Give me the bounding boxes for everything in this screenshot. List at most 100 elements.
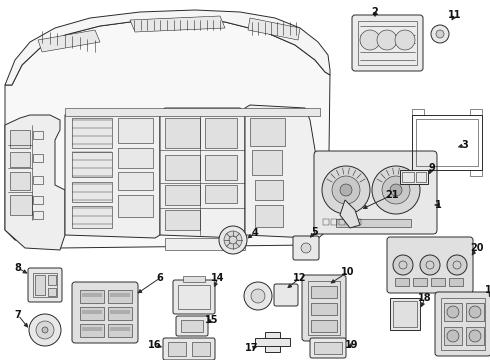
Circle shape: [420, 255, 440, 275]
Text: 16: 16: [148, 340, 162, 350]
Bar: [252, 150, 282, 175]
Text: 5: 5: [312, 227, 318, 237]
Bar: [33, 211, 43, 219]
FancyBboxPatch shape: [352, 15, 423, 71]
Bar: [80, 307, 104, 320]
Polygon shape: [5, 18, 330, 248]
Circle shape: [29, 314, 61, 346]
Bar: [10, 152, 30, 167]
Bar: [441, 298, 485, 350]
Bar: [10, 130, 30, 148]
Bar: [205, 185, 237, 203]
Bar: [444, 327, 462, 345]
Bar: [390, 298, 420, 330]
Bar: [311, 320, 337, 332]
Bar: [255, 338, 290, 346]
Bar: [72, 152, 112, 177]
Bar: [108, 324, 132, 337]
Circle shape: [224, 231, 242, 249]
Bar: [250, 118, 285, 146]
FancyBboxPatch shape: [302, 275, 346, 341]
FancyBboxPatch shape: [314, 151, 437, 234]
Bar: [311, 286, 337, 298]
Polygon shape: [245, 105, 320, 238]
Text: 10: 10: [341, 267, 355, 277]
FancyBboxPatch shape: [310, 338, 346, 358]
Circle shape: [42, 327, 48, 333]
Circle shape: [377, 30, 397, 50]
Text: 11: 11: [448, 10, 462, 20]
Bar: [165, 155, 200, 180]
Text: 14: 14: [211, 273, 225, 283]
Bar: [178, 285, 210, 309]
Polygon shape: [5, 115, 65, 250]
Bar: [205, 118, 237, 148]
Bar: [265, 332, 280, 338]
Text: 18: 18: [418, 293, 432, 303]
Bar: [314, 342, 342, 354]
Bar: [118, 148, 153, 168]
Polygon shape: [130, 16, 225, 32]
Bar: [412, 170, 424, 176]
Bar: [35, 275, 45, 295]
Bar: [181, 320, 203, 332]
Bar: [355, 219, 361, 225]
Bar: [33, 154, 43, 162]
Bar: [183, 276, 205, 282]
Circle shape: [301, 243, 311, 253]
Bar: [48, 288, 56, 296]
Circle shape: [219, 226, 247, 254]
Text: 9: 9: [429, 163, 436, 173]
FancyBboxPatch shape: [173, 280, 215, 314]
Bar: [331, 219, 337, 225]
Bar: [80, 324, 104, 337]
Bar: [255, 205, 283, 227]
Bar: [205, 155, 237, 180]
FancyBboxPatch shape: [28, 268, 62, 302]
FancyBboxPatch shape: [176, 316, 208, 336]
Bar: [358, 21, 417, 65]
FancyBboxPatch shape: [72, 282, 138, 343]
Polygon shape: [38, 30, 100, 52]
Bar: [393, 301, 417, 327]
Bar: [165, 185, 200, 205]
Bar: [165, 210, 200, 230]
Polygon shape: [248, 18, 300, 40]
Bar: [395, 278, 409, 286]
FancyBboxPatch shape: [293, 236, 319, 260]
Polygon shape: [160, 108, 245, 238]
Bar: [33, 196, 43, 204]
Bar: [165, 118, 200, 148]
Circle shape: [431, 25, 449, 43]
Bar: [416, 119, 478, 166]
Text: 19: 19: [345, 340, 359, 350]
Text: 12: 12: [293, 273, 307, 283]
Bar: [72, 182, 112, 202]
FancyBboxPatch shape: [435, 292, 490, 356]
Bar: [48, 275, 56, 285]
Circle shape: [322, 166, 370, 214]
Circle shape: [447, 330, 459, 342]
Bar: [72, 206, 112, 228]
Bar: [444, 303, 462, 321]
Circle shape: [244, 282, 272, 310]
Bar: [108, 290, 132, 303]
Text: 21: 21: [385, 190, 399, 200]
Circle shape: [469, 330, 481, 342]
Circle shape: [36, 321, 54, 339]
Bar: [118, 195, 153, 217]
Bar: [431, 278, 445, 286]
Bar: [311, 303, 337, 315]
Bar: [413, 278, 427, 286]
Text: 8: 8: [15, 263, 22, 273]
Bar: [416, 172, 426, 182]
Bar: [108, 307, 132, 320]
Bar: [339, 219, 345, 225]
FancyBboxPatch shape: [163, 338, 215, 360]
Bar: [412, 109, 424, 115]
Bar: [10, 195, 32, 215]
Circle shape: [372, 166, 420, 214]
Bar: [466, 327, 484, 345]
Text: 2: 2: [371, 7, 378, 17]
Bar: [33, 273, 57, 297]
